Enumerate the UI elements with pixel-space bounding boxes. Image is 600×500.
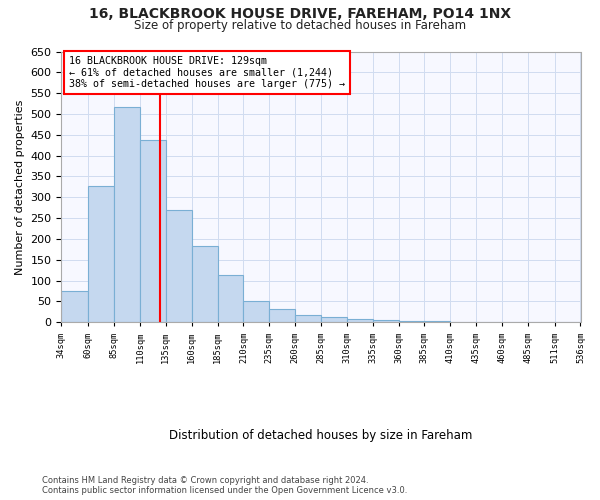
Bar xyxy=(373,320,398,322)
Y-axis label: Number of detached properties: Number of detached properties xyxy=(15,99,25,274)
Bar xyxy=(166,210,191,322)
Bar xyxy=(269,308,295,322)
Bar xyxy=(295,315,321,322)
Text: Contains HM Land Registry data © Crown copyright and database right 2024.
Contai: Contains HM Land Registry data © Crown c… xyxy=(42,476,407,495)
X-axis label: Distribution of detached houses by size in Fareham: Distribution of detached houses by size … xyxy=(169,430,473,442)
Bar xyxy=(244,302,269,322)
Bar xyxy=(321,317,347,322)
Bar xyxy=(398,321,424,322)
Bar xyxy=(347,319,373,322)
Bar xyxy=(140,140,166,322)
Text: 16 BLACKBROOK HOUSE DRIVE: 129sqm
← 61% of detached houses are smaller (1,244)
3: 16 BLACKBROOK HOUSE DRIVE: 129sqm ← 61% … xyxy=(69,56,345,89)
Text: 16, BLACKBROOK HOUSE DRIVE, FAREHAM, PO14 1NX: 16, BLACKBROOK HOUSE DRIVE, FAREHAM, PO1… xyxy=(89,8,511,22)
Text: Size of property relative to detached houses in Fareham: Size of property relative to detached ho… xyxy=(134,18,466,32)
Bar xyxy=(114,107,140,322)
Bar xyxy=(218,275,244,322)
Bar xyxy=(191,246,218,322)
Bar xyxy=(61,291,88,322)
Bar xyxy=(88,186,114,322)
